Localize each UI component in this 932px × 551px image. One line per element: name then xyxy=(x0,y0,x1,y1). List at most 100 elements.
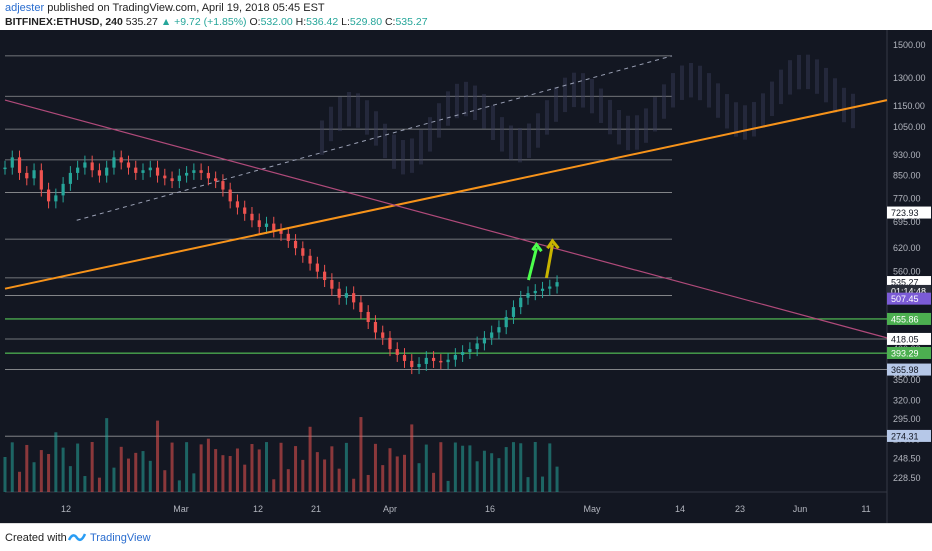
ghost-bar xyxy=(464,81,468,117)
candle-body xyxy=(250,213,254,221)
volume-bar xyxy=(83,476,87,492)
volume-bar xyxy=(76,443,80,492)
chart-background xyxy=(0,30,932,523)
volume-bar xyxy=(308,426,312,492)
candle-body xyxy=(330,280,334,289)
candle-body xyxy=(148,167,152,171)
x-tick-label: 21 xyxy=(311,504,321,514)
candle-body xyxy=(3,167,7,170)
author-link[interactable]: adjester xyxy=(5,2,45,14)
candle-body xyxy=(497,327,501,333)
ghost-bar xyxy=(644,108,648,143)
ghost-bar xyxy=(734,102,738,137)
volume-bar xyxy=(541,476,545,492)
chart-svg[interactable]: 1500.00 1300.00 1150.00 1050.00 930.00 850.00… xyxy=(0,30,932,523)
volume-bar xyxy=(497,458,501,492)
volume-bar xyxy=(32,462,36,492)
volume-bar xyxy=(250,444,254,492)
candle-body xyxy=(68,172,72,184)
volume-bar xyxy=(461,445,465,492)
volume-bar xyxy=(468,445,472,492)
volume-bar xyxy=(214,449,218,492)
chart-area[interactable]: 1500.00 1300.00 1150.00 1050.00 930.00 850.00… xyxy=(0,30,932,523)
ghost-bar xyxy=(653,97,657,132)
volume-bar xyxy=(192,473,196,492)
volume-bar xyxy=(432,472,436,492)
candle-body xyxy=(54,195,58,202)
candle-body xyxy=(490,332,494,338)
ghost-bar xyxy=(662,84,666,119)
ghost-bar xyxy=(617,109,621,145)
candle-body xyxy=(453,354,457,360)
y-tick-label: 620.00 xyxy=(893,243,921,253)
y-tick-label: 1300.00 xyxy=(893,73,926,83)
candle-body xyxy=(402,354,407,361)
ghost-bar xyxy=(770,81,774,116)
ghost-bar xyxy=(788,60,792,95)
candle-body xyxy=(555,282,559,287)
ghost-bar xyxy=(347,91,351,127)
ghost-bar xyxy=(689,62,693,98)
dashed-projection-line xyxy=(76,55,673,221)
tradingview-brand[interactable]: TradingView xyxy=(90,532,151,544)
candle-body xyxy=(548,286,552,289)
open-label: O: xyxy=(249,16,261,28)
volume-bar xyxy=(424,444,428,492)
candle-body xyxy=(504,316,508,328)
volume-bar xyxy=(97,477,101,492)
ghost-bar xyxy=(824,67,828,103)
volume-bar xyxy=(453,442,457,492)
ghost-bar xyxy=(545,100,549,135)
x-tick-label: May xyxy=(583,504,601,514)
candle-body xyxy=(424,357,428,364)
candle-body xyxy=(243,207,247,214)
candle-body xyxy=(199,170,203,173)
candle-body xyxy=(170,178,174,182)
candle-body xyxy=(163,175,167,179)
price-badge-label: 723.93 xyxy=(891,208,919,218)
candle-body xyxy=(126,162,131,168)
volume-bar xyxy=(90,442,94,492)
volume-bar xyxy=(257,449,261,492)
x-tick-label: Jun xyxy=(793,504,808,514)
candle-body xyxy=(32,170,36,179)
candle-body xyxy=(410,360,414,368)
volume-bar xyxy=(548,443,552,492)
x-tick-label: Apr xyxy=(383,504,397,514)
ghost-bar xyxy=(419,130,423,165)
ghost-bar xyxy=(410,138,414,173)
up-arrow-icon: ▲ xyxy=(160,16,172,28)
x-tick-label: Mar xyxy=(173,504,189,514)
volume-bar xyxy=(134,452,138,492)
volume-bar xyxy=(39,450,43,492)
volume-bar xyxy=(163,470,167,492)
candle-body xyxy=(337,288,341,298)
ghost-bar xyxy=(563,77,567,113)
y-tick-label: 560.00 xyxy=(893,267,921,277)
ghost-bar xyxy=(599,88,603,123)
candle-body xyxy=(17,157,22,173)
y-tick-label: 350.00 xyxy=(893,375,921,385)
pink-trendline xyxy=(4,99,888,339)
volume-bar xyxy=(185,442,189,492)
x-tick-label: 23 xyxy=(735,504,745,514)
volume-bar xyxy=(352,478,356,492)
candle-body xyxy=(388,337,392,350)
ghost-bar xyxy=(392,134,396,169)
candle-body xyxy=(76,167,80,173)
volume-bar xyxy=(105,418,109,492)
y-tick-label: 1050.00 xyxy=(893,122,926,132)
candle-body xyxy=(61,183,65,196)
ghost-bar xyxy=(626,115,630,151)
ghost-bar xyxy=(761,93,765,128)
volume-bar xyxy=(156,420,160,492)
candle-body xyxy=(482,337,487,344)
y-tick-label: 770.00 xyxy=(893,193,921,203)
candle-body xyxy=(533,290,537,294)
ghost-bar xyxy=(374,111,378,146)
volume-bar xyxy=(61,447,65,492)
volume-bar xyxy=(373,443,377,492)
candle-body xyxy=(119,157,123,163)
candle-body xyxy=(431,357,436,361)
ghost-bar xyxy=(752,102,756,137)
